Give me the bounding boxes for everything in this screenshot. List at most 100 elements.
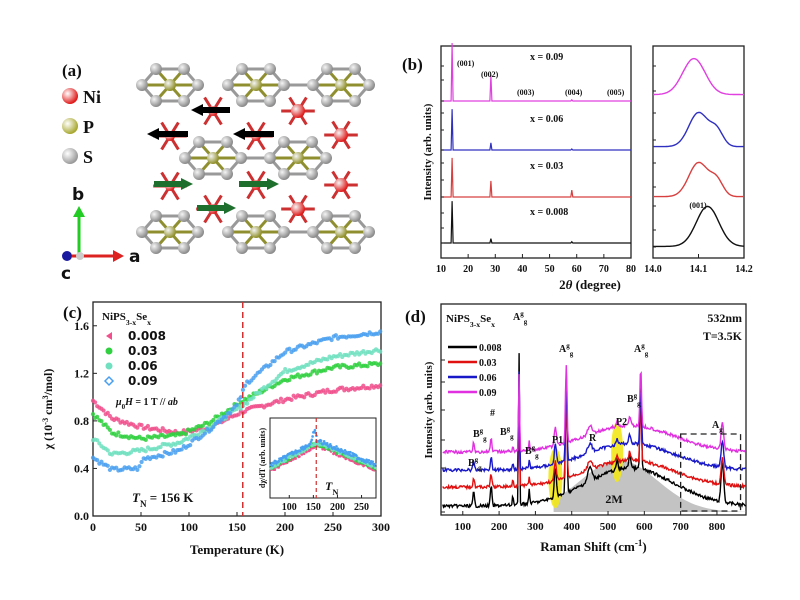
sulfur-atom (178, 242, 190, 254)
inset-data-point (288, 458, 291, 462)
y-tick-label: 0.8 (74, 414, 89, 428)
sulfur-atom (320, 152, 332, 164)
chi-data-point (145, 423, 151, 429)
spin-arrow-right-head (267, 178, 279, 190)
chi-data-point (202, 431, 208, 436)
spin-arrow-left-head (233, 128, 245, 140)
panel-c-label: (c) (63, 303, 82, 322)
raman-series-line (442, 371, 747, 474)
chi-data-point (287, 346, 292, 351)
chi-series-0.06 (90, 347, 383, 457)
inset-data-point (335, 445, 338, 448)
chi-data-point (160, 454, 165, 459)
spin-arrow-left-head (147, 128, 159, 140)
chi-data-point (234, 402, 239, 408)
chi-data-point (101, 408, 106, 413)
chi-data-point (283, 366, 288, 372)
chi-data-point (183, 432, 189, 437)
chi-data-point (257, 390, 262, 396)
phosphorus-atom (164, 79, 176, 91)
phosphorus-atom (335, 79, 347, 91)
x-tick-label: 400 (563, 521, 580, 533)
sulfur-atom (321, 210, 333, 222)
mode-label: Bgg (525, 444, 539, 460)
legend-label: 0.008 (128, 329, 166, 343)
y-axis-label-c: χ (10-3 cm3/mol) (41, 369, 56, 451)
legend-atom-ni (62, 88, 78, 104)
x-tick-label: 14.1 (690, 264, 708, 275)
chi-data-point (378, 361, 383, 366)
peak-label: (001) (457, 59, 475, 68)
chi-data-point (143, 437, 148, 442)
x-tick-label: 10 (436, 264, 446, 275)
mode-label: Agg (634, 342, 649, 358)
x-tick-label: 500 (600, 521, 617, 533)
chi-series-0.03 (90, 360, 383, 442)
chi-data-point (211, 417, 216, 423)
a-axis-label: a (129, 247, 140, 267)
sulfur-atom (193, 168, 205, 180)
sulfur-atom (236, 95, 248, 107)
x-tick-label: 14.2 (735, 264, 753, 275)
legend-label-s: S (83, 147, 93, 167)
legend-label: 0.06 (128, 359, 158, 373)
mode-label: # (490, 408, 495, 419)
c-axis-dot (62, 251, 72, 261)
chi-data-point (276, 400, 281, 405)
nickel-atom (291, 202, 305, 216)
x-tick-label: 300 (372, 520, 390, 534)
chi-data-point (143, 449, 148, 454)
y-axis-label-d: Intensity (arb. units) (423, 361, 435, 458)
x-tick-label: 100 (455, 521, 472, 533)
inset-data-point (313, 428, 317, 432)
y-axis-label-b: Intensity (arb. units) (422, 103, 434, 200)
legend-label: 0.09 (128, 374, 158, 388)
chi-data-point (116, 417, 121, 422)
two-magnon-shading (553, 460, 746, 512)
inset-data-point (302, 452, 306, 456)
inset-data-point (311, 435, 314, 438)
chi-data-point (268, 362, 273, 368)
panel-b-label: (b) (402, 55, 423, 74)
inset-data-point (284, 459, 287, 463)
chi-data-point (107, 427, 112, 433)
sulfur-atom (306, 168, 318, 180)
inset-data-point (305, 450, 308, 454)
x-tick-label: 70 (599, 264, 609, 275)
sulfur-atom (264, 95, 276, 107)
mode-label: Agg (559, 342, 574, 358)
chi-data-point (135, 425, 140, 430)
inset-data-point (271, 464, 274, 468)
inset-data-point (349, 450, 352, 454)
xrd-series-line (441, 42, 631, 102)
sulfur-atom (321, 95, 333, 107)
c-axis-label: c (61, 264, 71, 284)
chi-data-point (242, 383, 248, 388)
series-label: x = 0.06 (530, 114, 563, 125)
inset-y-label: dχ/dT (arb. units) (258, 428, 267, 489)
c-legend-title: NiPS3-xSex (102, 311, 151, 327)
spin-arrow-right-head (181, 178, 193, 190)
chi-data-point (272, 359, 277, 364)
x-tick-label: 40 (517, 264, 527, 275)
chi-data-point (211, 424, 216, 430)
x-tick-label: 600 (636, 521, 653, 533)
chi-data-point (139, 422, 144, 428)
chi-data-point (323, 390, 328, 395)
phosphorus-atom (164, 226, 176, 238)
inset-annotation: TN (325, 479, 338, 497)
sulfur-atom (136, 79, 148, 91)
chi-data-point (378, 349, 383, 354)
chi-data-point (105, 410, 110, 415)
inset-x-tick-label: 150 (306, 502, 321, 513)
series-label: x = 0.09 (530, 52, 563, 63)
chi-data-point (114, 433, 119, 438)
x-tick-label: 80 (626, 264, 636, 275)
a-axis-arrowhead (113, 250, 124, 262)
chi-data-point (251, 395, 256, 400)
x-tick-label: 250 (324, 520, 342, 534)
plot-frame-b-zoom (652, 45, 745, 259)
zoom-series-line (653, 161, 744, 198)
legend-label: 0.008 (479, 343, 502, 354)
